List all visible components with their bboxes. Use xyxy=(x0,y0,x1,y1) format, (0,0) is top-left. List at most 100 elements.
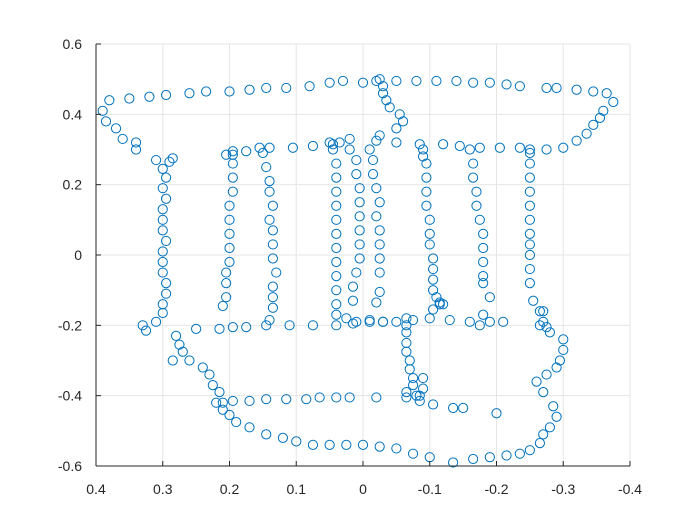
data-point xyxy=(371,297,382,308)
data-point xyxy=(558,334,569,345)
data-point xyxy=(391,316,402,327)
data-point xyxy=(221,292,232,303)
data-point xyxy=(184,88,195,99)
data-point xyxy=(97,105,108,116)
data-point xyxy=(267,281,278,292)
data-point xyxy=(331,309,342,320)
data-point xyxy=(341,313,352,324)
data-point xyxy=(417,372,429,384)
data-point xyxy=(478,271,489,282)
data-point xyxy=(307,140,319,152)
data-point xyxy=(391,75,402,87)
data-point xyxy=(160,89,172,101)
data-point xyxy=(501,79,512,90)
data-point xyxy=(514,142,525,153)
data-point xyxy=(381,95,392,106)
data-point xyxy=(110,123,122,134)
data-point xyxy=(331,285,342,296)
x-tick-label: 0.3 xyxy=(153,481,173,497)
data-point xyxy=(264,176,275,187)
data-point xyxy=(160,278,172,289)
data-point xyxy=(478,228,489,239)
data-point xyxy=(217,397,228,408)
data-point xyxy=(157,299,168,310)
data-point xyxy=(347,295,359,306)
data-point xyxy=(538,387,549,398)
data-point xyxy=(401,337,412,349)
data-point xyxy=(541,82,552,94)
data-point xyxy=(551,411,562,422)
data-point xyxy=(224,200,235,211)
data-point xyxy=(558,142,569,153)
data-point xyxy=(374,74,385,85)
data-point xyxy=(531,376,542,387)
data-point xyxy=(397,116,409,127)
data-point xyxy=(314,392,325,403)
data-point xyxy=(224,228,235,239)
data-point xyxy=(117,133,128,145)
data-point xyxy=(581,128,592,139)
data-point xyxy=(478,278,489,289)
data-point xyxy=(374,239,385,250)
data-point xyxy=(124,93,135,104)
data-point xyxy=(160,193,172,204)
data-point xyxy=(144,91,155,102)
data-point xyxy=(424,228,435,239)
data-point xyxy=(354,253,365,264)
data-point xyxy=(407,372,419,384)
y-tick-label: 0.2 xyxy=(63,177,83,193)
data-point xyxy=(524,263,535,275)
data-point xyxy=(244,84,255,95)
data-point xyxy=(524,200,535,211)
data-point xyxy=(157,256,168,268)
data-point xyxy=(421,158,432,169)
data-point xyxy=(444,314,455,326)
data-point xyxy=(261,429,272,440)
data-point xyxy=(534,320,545,331)
data-point xyxy=(514,448,525,459)
data-point xyxy=(468,453,479,465)
data-point xyxy=(588,119,599,130)
data-point xyxy=(371,211,382,222)
data-point xyxy=(427,304,439,315)
data-points xyxy=(97,74,619,468)
data-point xyxy=(267,302,278,313)
x-tick-label: -0.2 xyxy=(484,481,508,497)
data-point xyxy=(351,267,362,278)
data-point xyxy=(538,429,549,440)
data-point xyxy=(374,286,385,298)
data-point xyxy=(177,346,188,357)
data-point xyxy=(184,355,195,366)
data-point xyxy=(281,82,292,94)
data-point xyxy=(307,320,319,331)
y-tick-label: 0.6 xyxy=(63,36,83,52)
data-point xyxy=(341,439,352,450)
x-tick-label: 0.2 xyxy=(220,481,240,497)
data-point xyxy=(478,309,489,320)
data-point xyxy=(224,214,235,225)
data-point xyxy=(267,200,278,211)
data-point xyxy=(331,242,342,254)
data-point xyxy=(524,239,535,250)
data-point xyxy=(454,140,465,152)
data-point xyxy=(374,197,385,208)
data-point xyxy=(324,137,335,148)
data-point xyxy=(438,139,449,150)
data-point xyxy=(331,228,342,239)
data-point xyxy=(174,339,185,350)
data-point xyxy=(407,380,419,391)
data-point xyxy=(431,292,442,303)
data-point xyxy=(137,320,148,331)
data-point xyxy=(347,281,359,292)
data-point xyxy=(157,183,168,194)
data-point xyxy=(468,172,479,183)
data-point xyxy=(214,387,225,398)
data-point xyxy=(478,256,489,268)
data-point xyxy=(331,320,342,331)
data-point xyxy=(427,253,439,264)
data-point xyxy=(371,392,382,403)
data-point xyxy=(424,313,435,324)
data-point xyxy=(264,186,275,197)
y-tick-label: 0 xyxy=(74,247,82,263)
